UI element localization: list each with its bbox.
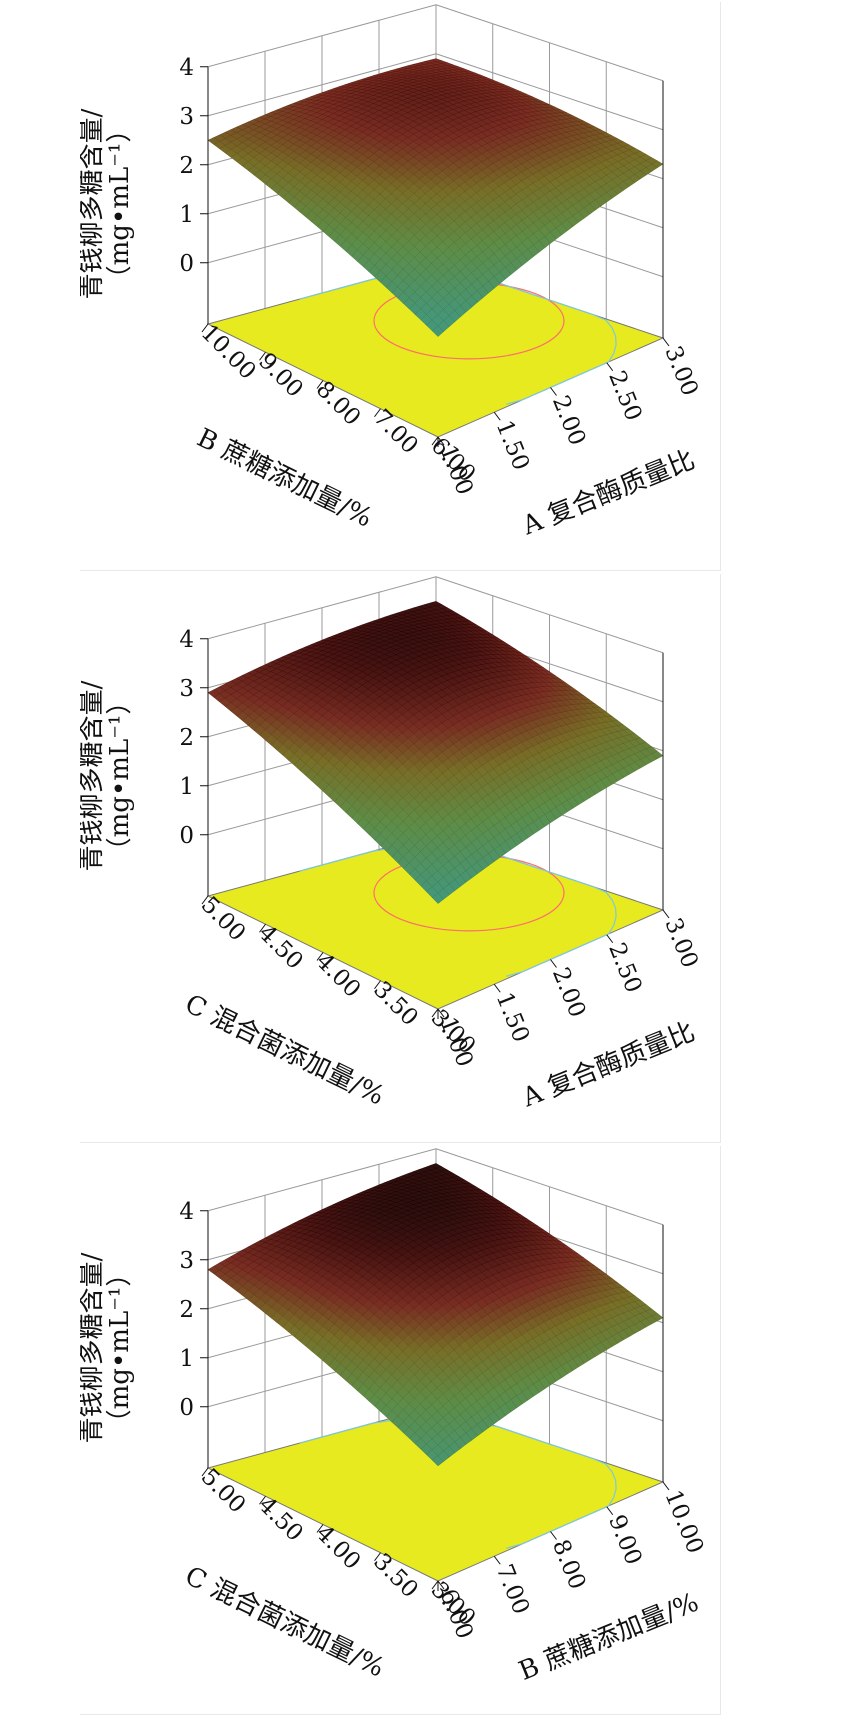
p2-left-axis-tick-mark: [374, 980, 381, 990]
p2-left-wall-hline: [207, 576, 437, 640]
p3-right-axis-title: B 蔗糖添加量/%: [515, 1588, 703, 1687]
p2-right-axis-tick-label: 1.50: [491, 989, 534, 1046]
p3-surface-cell: [432, 1455, 444, 1467]
p1-right-axis-tick-mark: [437, 436, 445, 446]
p1-right-axis-tick-label: 2.50: [603, 367, 646, 424]
p1-right-axis-title: A 复合酶质量比: [517, 445, 699, 542]
p3-floor-contours: [299, 1419, 617, 1549]
p2-right-axis-tick-mark: [550, 959, 557, 968]
p2-left-axis-tick-mark: [316, 952, 324, 961]
p1-right-wall-hline: [435, 4, 664, 82]
p1-right-axis-tick-mark: [493, 411, 501, 421]
p2-left-axis-tick-mark: [201, 895, 209, 905]
p1-left-wall-hline: [207, 4, 437, 68]
p1-left-axis-tick-mark: [259, 351, 266, 361]
p3-right-wall-hline: [435, 1148, 664, 1226]
p1-right-axis-tick-label: 3.00: [659, 343, 702, 400]
p3-right-axis-tick-label: 7.00: [491, 1561, 534, 1618]
p1-right-axis-tick-label: 2.00: [547, 392, 590, 449]
p3-right-axis-tick-mark: [606, 1506, 614, 1516]
p2-right-axis-title: A 复合酶质量比: [517, 1017, 699, 1114]
p2-contour-outer: [299, 847, 617, 977]
p2-right-axis-tick-label: 2.00: [547, 964, 590, 1021]
p1-left-axis-title: B 蔗糖添加量/%: [192, 423, 377, 534]
p3-z-tick-label: 3: [179, 1248, 194, 1274]
p2-z-tick-label: 0: [179, 823, 194, 849]
p3-z-tick-label: 1: [179, 1346, 194, 1372]
p1-contour-outer: [299, 275, 617, 405]
p3-left-axis-tick-mark: [316, 1524, 324, 1533]
p1-left-wall-hline: [207, 53, 437, 117]
surface-plot-2: 0 1 2 3 4 青钱柳多糖含量/（mg•mL⁻¹） 3.00 3.50 4.00 4.50 5.…: [80, 574, 721, 1143]
p1-z-axis-title-line2: （mg•mL⁻¹）: [105, 117, 135, 292]
p2-right-wall-hline: [435, 576, 664, 654]
p1-right-axis-tick-label: 1.50: [491, 417, 534, 474]
p3-left-axis-tick-mark: [201, 1467, 209, 1477]
p3-z-tick-label: 2: [179, 1297, 194, 1323]
p3-z-tick-label: 4: [179, 1199, 194, 1225]
p3-right-axis-tick-label: 10.00: [659, 1487, 708, 1558]
p1-z-tick-label: 2: [179, 153, 194, 179]
p1-right-axis-tick-mark: [550, 387, 557, 396]
p2-right-axis-tick-label: 2.50: [603, 939, 646, 996]
p2-left-axis-tick-mark: [259, 923, 266, 933]
surface-plot-1: 0 1 2 3 4 青钱柳多糖含量/（mg•mL⁻¹） 6.00 7.00 8.00 9.00 10…: [80, 2, 721, 571]
p3-left-axis-tick-mark: [431, 1580, 439, 1590]
p1-surface-mesh: [207, 58, 664, 337]
p2-right-axis-tick-mark: [493, 983, 501, 993]
p1-right-wall-hline: [435, 53, 664, 131]
p2-right-axis-tick-mark: [606, 934, 614, 944]
p2-z-axis-title-line1: 青钱柳多糖含量/: [80, 680, 107, 871]
p3-left-axis-tick-mark: [259, 1495, 266, 1505]
p3-z-axis-title-line1: 青钱柳多糖含量/: [80, 1252, 107, 1443]
p2-z-tick-label: 4: [179, 627, 194, 653]
p2-z-tick-label: 1: [179, 774, 194, 800]
p3-right-axis-tick-label: 9.00: [603, 1511, 646, 1568]
p3-right-axis-tick-mark: [662, 1481, 670, 1491]
p2-right-axis-tick-mark: [662, 909, 670, 919]
p1-z-tick-label: 0: [179, 251, 194, 277]
p3-surface-mesh: [207, 1163, 664, 1467]
p1-left-axis-tick-mark: [316, 380, 324, 389]
p3-right-axis-tick-mark: [550, 1531, 557, 1540]
p1-right-axis-tick-mark: [662, 337, 670, 347]
p1-right-axis-tick-mark: [606, 362, 614, 372]
surface-plot-3-svg: 01234青钱柳多糖含量/（mg•mL⁻¹）3.003.504.004.505.…: [80, 1148, 708, 1687]
p1-z-tick-label: 1: [179, 202, 194, 228]
p1-z-tick-label: 4: [179, 55, 194, 81]
p1-surface-cell: [432, 325, 444, 337]
surface-plot-1-svg: 01234青钱柳多糖含量/（mg•mL⁻¹）6.007.008.009.0010…: [80, 4, 703, 542]
p2-z-axis-title-line2: （mg•mL⁻¹）: [105, 689, 135, 864]
p3-contour-outer: [299, 1419, 617, 1549]
p2-right-axis-tick-mark: [437, 1008, 445, 1018]
p1-left-axis-tick-mark: [201, 323, 209, 333]
p3-z-axis-title-line2: （mg•mL⁻¹）: [105, 1261, 135, 1436]
p2-left-axis-title: C 混合菌添加量/%: [180, 989, 389, 1111]
surface-plot-2-svg: 01234青钱柳多糖含量/（mg•mL⁻¹）3.003.504.004.505.…: [80, 576, 703, 1114]
surface-plot-3: 0 1 2 3 4 青钱柳多糖含量/（mg•mL⁻¹） 3.00 3.50 4.00 4.50 5.…: [80, 1146, 721, 1715]
p2-right-axis-tick-label: 3.00: [659, 915, 702, 972]
p2-z-tick-label: 3: [179, 676, 194, 702]
p1-z-axis-title-line1: 青钱柳多糖含量/: [80, 108, 107, 299]
p3-left-axis-tick-mark: [374, 1552, 381, 1562]
p3-left-wall-hline: [207, 1148, 437, 1212]
p2-left-axis-tick-mark: [431, 1008, 439, 1018]
p3-right-axis-tick-mark: [437, 1580, 445, 1590]
p3-right-axis-tick-mark: [493, 1555, 501, 1565]
p1-left-axis-tick-mark: [374, 408, 381, 418]
p2-surface-cell: [432, 892, 444, 904]
p2-surface-mesh: [207, 601, 664, 904]
p1-z-tick-label: 3: [179, 104, 194, 130]
p3-left-axis-title: C 混合菌添加量/%: [180, 1561, 389, 1683]
p2-z-tick-label: 2: [179, 725, 194, 751]
p3-z-tick-label: 0: [179, 1395, 194, 1421]
p1-left-axis-tick-mark: [431, 436, 439, 446]
p3-right-axis-tick-label: 8.00: [547, 1536, 590, 1593]
